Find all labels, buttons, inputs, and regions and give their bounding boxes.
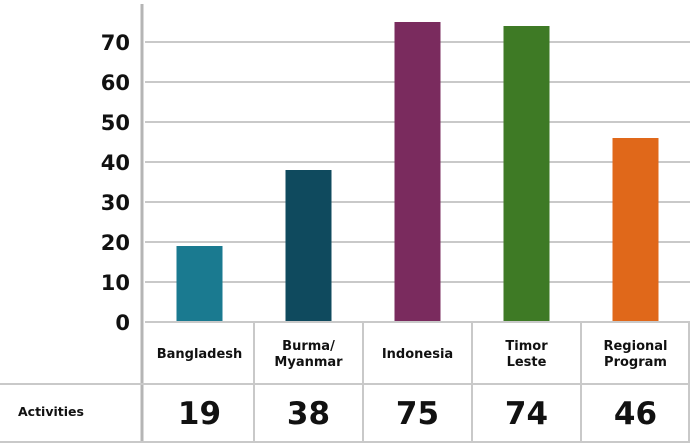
category-label-3: Leste (507, 355, 547, 370)
y-tick-labels: 0 10 20 30 40 50 60 70 (101, 31, 130, 335)
bar-1 (285, 170, 332, 322)
table-row-label: Activities (18, 404, 84, 419)
data-label-0: 19 (178, 396, 221, 432)
data-label-4: 46 (614, 396, 657, 432)
category-label-4: Program (604, 355, 667, 370)
y-tick-label-70: 70 (101, 31, 130, 55)
y-tick-label-0: 0 (115, 311, 130, 335)
y-tick-label-20: 20 (101, 231, 130, 255)
axes (0, 4, 690, 443)
bar-0 (176, 246, 223, 322)
category-label-0: Bangladesh (157, 347, 243, 362)
bar-3 (503, 26, 550, 322)
category-label-4: Regional (603, 339, 667, 354)
data-label-3: 74 (505, 396, 548, 432)
y-tick-label-10: 10 (101, 271, 130, 295)
category-label-1: Myanmar (274, 355, 343, 370)
category-label-1: Burma/ (282, 339, 335, 354)
bar-2 (394, 22, 441, 322)
y-tick-label-30: 30 (101, 191, 130, 215)
y-tick-label-50: 50 (101, 111, 130, 135)
bar-4 (612, 138, 659, 322)
category-label-3: Timor (505, 339, 548, 354)
data-label-2: 75 (396, 396, 439, 432)
data-table: Activities Bangladesh Burma/Myanmar Indone… (18, 339, 668, 432)
data-label-1: 38 (287, 396, 330, 432)
y-tick-label-60: 60 (101, 71, 130, 95)
bars (176, 22, 659, 322)
y-tick-label-40: 40 (101, 151, 130, 175)
category-label-2: Indonesia (382, 347, 453, 362)
